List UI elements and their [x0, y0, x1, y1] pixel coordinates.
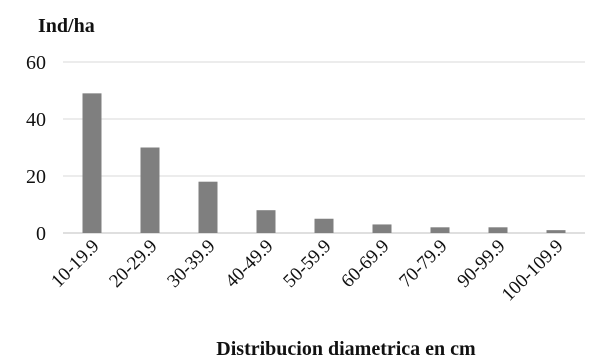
bar: [198, 181, 218, 233]
x-tick-label: 90-99.9: [453, 236, 509, 292]
x-tick-label: 10-19.9: [47, 236, 103, 292]
bar: [430, 227, 450, 233]
x-tick-label: 20-29.9: [105, 236, 161, 292]
y-axis-title: Ind/ha: [38, 15, 95, 37]
x-axis-title: Distribucion diametrica en cm: [216, 338, 476, 360]
x-tick-label: 30-39.9: [163, 236, 219, 292]
bars: [82, 93, 566, 233]
y-tick-label: 40: [26, 109, 46, 131]
x-tick-label: 60-69.9: [337, 236, 393, 292]
bar: [314, 218, 334, 233]
bar: [546, 230, 566, 233]
bar: [82, 93, 102, 233]
y-tick-labels: 0 20 40 60: [26, 52, 46, 245]
bar: [256, 210, 276, 233]
bar: [372, 224, 392, 233]
bar: [488, 227, 508, 233]
y-tick-label: 20: [26, 166, 46, 188]
x-tick-label: 70-79.9: [395, 236, 451, 292]
x-tick-labels: 10-19.9 20-29.9 30-39.9 40-49.9 50-59.9 60-69…: [47, 236, 567, 306]
x-tick-label: 100-109.9: [498, 236, 568, 306]
y-tick-label: 0: [36, 223, 46, 245]
y-tick-label: 60: [26, 52, 46, 74]
bar: [140, 147, 160, 233]
x-tick-label: 50-59.9: [279, 236, 335, 292]
x-tick-label: 40-49.9: [221, 236, 277, 292]
